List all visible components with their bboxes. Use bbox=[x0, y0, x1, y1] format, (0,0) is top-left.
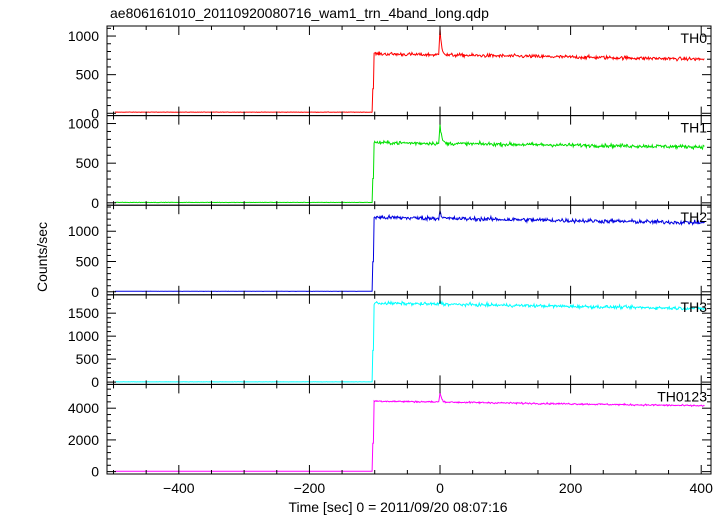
panels-group: 0 500 1000 TH0 0 500 1000 TH1 0 500 1000 TH2 0 500 100… bbox=[68, 25, 714, 496]
y-tick-label: 0 bbox=[91, 105, 99, 121]
chart-title: ae806161010_20110920080716_wam1_trn_4ban… bbox=[110, 5, 489, 21]
y-tick-label: 0 bbox=[91, 464, 99, 480]
panel-frame-th1 bbox=[106, 115, 712, 206]
y-tick-label: 4000 bbox=[68, 400, 99, 416]
y-tick-label: 1000 bbox=[68, 328, 99, 344]
series-th0 bbox=[114, 28, 705, 113]
series-th3 bbox=[114, 299, 705, 383]
panel-label-th3: TH3 bbox=[681, 299, 708, 315]
y-tick-label: 500 bbox=[76, 254, 100, 270]
panel-th3: 0 500 1000 1500 TH3 bbox=[68, 294, 712, 390]
y-tick-label: 1500 bbox=[68, 305, 99, 321]
panel-frame-th0123 bbox=[106, 383, 712, 475]
panel-th0123: 0 2000 4000 TH0123 bbox=[68, 383, 712, 480]
series-th0123 bbox=[114, 392, 705, 472]
y-tick-label: 0 bbox=[91, 195, 99, 211]
y-tick-label: 0 bbox=[91, 374, 99, 390]
panel-th2: 0 500 1000 TH2 bbox=[68, 204, 712, 300]
y-tick-label: 1000 bbox=[68, 223, 99, 239]
x-tick-label: 0 bbox=[436, 480, 444, 496]
y-tick-label: 500 bbox=[76, 67, 100, 83]
y-tick-label: 1000 bbox=[68, 28, 99, 44]
x-tick-label: −200 bbox=[294, 480, 326, 496]
y-tick-label: 500 bbox=[76, 155, 100, 171]
x-tick-label: −400 bbox=[163, 480, 195, 496]
panel-label-th2: TH2 bbox=[681, 209, 708, 225]
y-tick-label: 500 bbox=[76, 351, 100, 367]
panel-label-th0123: TH0123 bbox=[657, 388, 707, 404]
series-th1 bbox=[114, 123, 705, 204]
x-axis-title: Time [sec] 0 = 2011/09/20 08:07:16 bbox=[288, 499, 507, 515]
panel-th1: 0 500 1000 TH1 bbox=[68, 115, 712, 211]
y-axis-title: Counts/sec bbox=[34, 222, 50, 292]
panel-label-th0: TH0 bbox=[681, 30, 708, 46]
y-tick-label: 1000 bbox=[68, 116, 99, 132]
panel-label-th1: TH1 bbox=[681, 120, 708, 136]
series-th2 bbox=[114, 210, 705, 293]
panel-frame-th0 bbox=[106, 25, 712, 117]
x-tick-label: 400 bbox=[690, 480, 714, 496]
x-tick-label: 200 bbox=[559, 480, 583, 496]
panel-th0: 0 500 1000 TH0 bbox=[68, 25, 712, 121]
y-tick-label: 0 bbox=[91, 284, 99, 300]
y-tick-label: 2000 bbox=[68, 432, 99, 448]
